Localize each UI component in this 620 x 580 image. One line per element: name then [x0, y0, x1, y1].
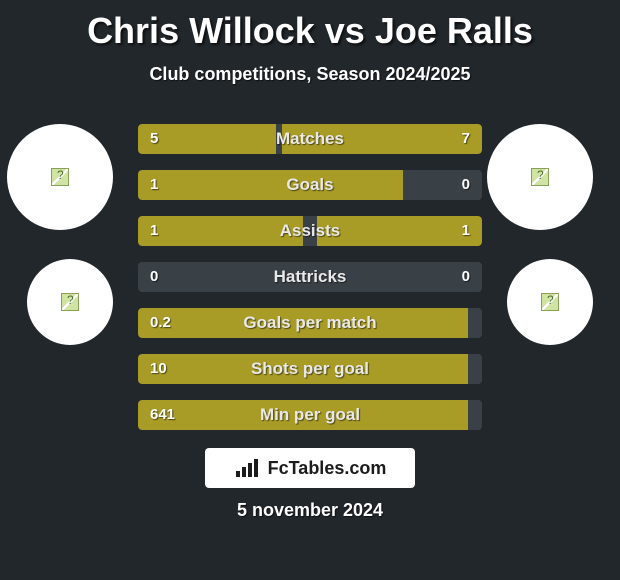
stat-value-right: 0: [462, 170, 470, 200]
image-placeholder-icon: [61, 293, 79, 311]
stat-row: Goals1 0: [138, 170, 482, 200]
image-placeholder-icon: [531, 168, 549, 186]
stat-value-left: 0: [150, 262, 158, 292]
stat-label: Goals: [138, 170, 482, 200]
stat-value-left: 1: [150, 216, 158, 246]
stat-value-right: 0: [462, 262, 470, 292]
stat-row: Goals per match0.2: [138, 308, 482, 338]
page-title: Chris Willock vs Joe Ralls: [0, 0, 620, 52]
image-placeholder-icon: [51, 168, 69, 186]
logo-text: FcTables.com: [268, 458, 387, 479]
stat-row: Shots per goal10: [138, 354, 482, 384]
club-left-avatar: [27, 259, 113, 345]
club-right-avatar: [507, 259, 593, 345]
stat-label: Hattricks: [138, 262, 482, 292]
stat-value-left: 10: [150, 354, 167, 384]
stat-label: Matches: [138, 124, 482, 154]
bars-icon: [234, 457, 262, 479]
stat-row: Min per goal641: [138, 400, 482, 430]
player-left-avatar: [7, 124, 113, 230]
stats-bars: Matches57Goals10Assists11Hattricks00Goal…: [138, 124, 482, 446]
stat-label: Goals per match: [138, 308, 482, 338]
stat-row: Assists1 1: [138, 216, 482, 246]
stat-label: Min per goal: [138, 400, 482, 430]
page-subtitle: Club competitions, Season 2024/2025: [0, 64, 620, 85]
player-right-avatar: [487, 124, 593, 230]
stat-row: Hattricks0 0: [138, 262, 482, 292]
stat-label: Shots per goal: [138, 354, 482, 384]
stat-value-right: 1: [462, 216, 470, 246]
stat-row: Matches5 7: [138, 124, 482, 154]
stat-value-left: 1: [150, 170, 158, 200]
stat-value-left: 0.2: [150, 308, 171, 338]
stat-value-left: 641: [150, 400, 175, 430]
fctables-logo: FcTables.com: [205, 448, 415, 488]
stat-value-right: 7: [462, 124, 470, 154]
stat-label: Assists: [138, 216, 482, 246]
image-placeholder-icon: [541, 293, 559, 311]
stat-value-left: 5: [150, 124, 158, 154]
date-text: 5 november 2024: [0, 500, 620, 521]
